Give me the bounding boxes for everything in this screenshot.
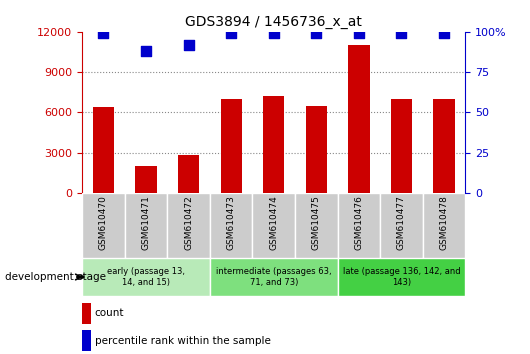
Bar [93, 107, 114, 193]
Text: GSM610476: GSM610476 [355, 195, 364, 250]
Point [99, 31, 108, 36]
Text: GSM610477: GSM610477 [397, 195, 406, 250]
Text: development stage: development stage [5, 272, 107, 282]
Bar [82, 303, 91, 324]
Text: GSM610475: GSM610475 [312, 195, 321, 250]
Text: late (passage 136, 142, and
143): late (passage 136, 142, and 143) [343, 267, 460, 287]
Bar [391, 99, 412, 193]
Point [227, 31, 235, 36]
Bar [263, 96, 285, 193]
Bar [220, 99, 242, 193]
Bar [82, 193, 125, 258]
Bar [167, 193, 210, 258]
Bar [338, 258, 465, 296]
Bar [135, 166, 157, 193]
Bar [82, 258, 210, 296]
Bar [434, 99, 455, 193]
Text: GSM610470: GSM610470 [99, 195, 108, 250]
Bar [125, 193, 167, 258]
Text: GSM610473: GSM610473 [227, 195, 236, 250]
Point [355, 31, 363, 36]
Point [184, 42, 193, 47]
Text: intermediate (passages 63,
71, and 73): intermediate (passages 63, 71, and 73) [216, 267, 332, 287]
Bar [380, 193, 423, 258]
Text: GSM610471: GSM610471 [142, 195, 151, 250]
Point [398, 31, 406, 36]
Bar [423, 193, 465, 258]
Point [312, 31, 321, 36]
Bar [82, 330, 91, 351]
Text: GSM610472: GSM610472 [184, 195, 193, 250]
Text: GSM610478: GSM610478 [439, 195, 448, 250]
Text: count: count [95, 308, 125, 318]
Bar [178, 155, 199, 193]
Text: GSM610474: GSM610474 [269, 195, 278, 250]
Point [440, 31, 448, 36]
Bar [295, 193, 338, 258]
Bar [348, 45, 369, 193]
Bar [338, 193, 380, 258]
Text: percentile rank within the sample: percentile rank within the sample [95, 336, 271, 346]
Text: early (passage 13,
14, and 15): early (passage 13, 14, and 15) [107, 267, 185, 287]
Bar [210, 193, 252, 258]
Title: GDS3894 / 1456736_x_at: GDS3894 / 1456736_x_at [186, 16, 362, 29]
Bar [306, 106, 327, 193]
Point [269, 31, 278, 36]
Point [142, 48, 151, 54]
Bar [252, 193, 295, 258]
Bar [210, 258, 338, 296]
